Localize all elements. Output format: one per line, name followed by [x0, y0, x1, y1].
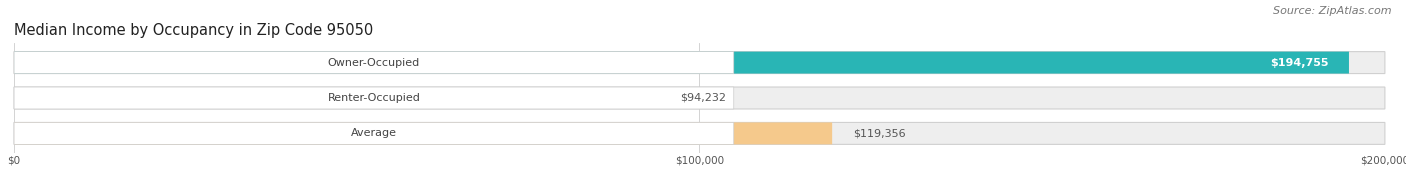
- FancyBboxPatch shape: [14, 52, 1348, 74]
- Text: Source: ZipAtlas.com: Source: ZipAtlas.com: [1274, 6, 1392, 16]
- FancyBboxPatch shape: [14, 87, 1385, 109]
- Text: $94,232: $94,232: [681, 93, 727, 103]
- Text: $194,755: $194,755: [1270, 58, 1329, 68]
- Text: Median Income by Occupancy in Zip Code 95050: Median Income by Occupancy in Zip Code 9…: [14, 23, 374, 38]
- FancyBboxPatch shape: [14, 122, 734, 144]
- FancyBboxPatch shape: [14, 52, 734, 74]
- Text: $119,356: $119,356: [852, 128, 905, 138]
- FancyBboxPatch shape: [14, 52, 1385, 74]
- Text: Renter-Occupied: Renter-Occupied: [328, 93, 420, 103]
- Text: Average: Average: [352, 128, 396, 138]
- FancyBboxPatch shape: [14, 122, 1385, 144]
- FancyBboxPatch shape: [14, 87, 734, 109]
- FancyBboxPatch shape: [14, 122, 832, 144]
- FancyBboxPatch shape: [14, 87, 659, 109]
- Text: Owner-Occupied: Owner-Occupied: [328, 58, 420, 68]
